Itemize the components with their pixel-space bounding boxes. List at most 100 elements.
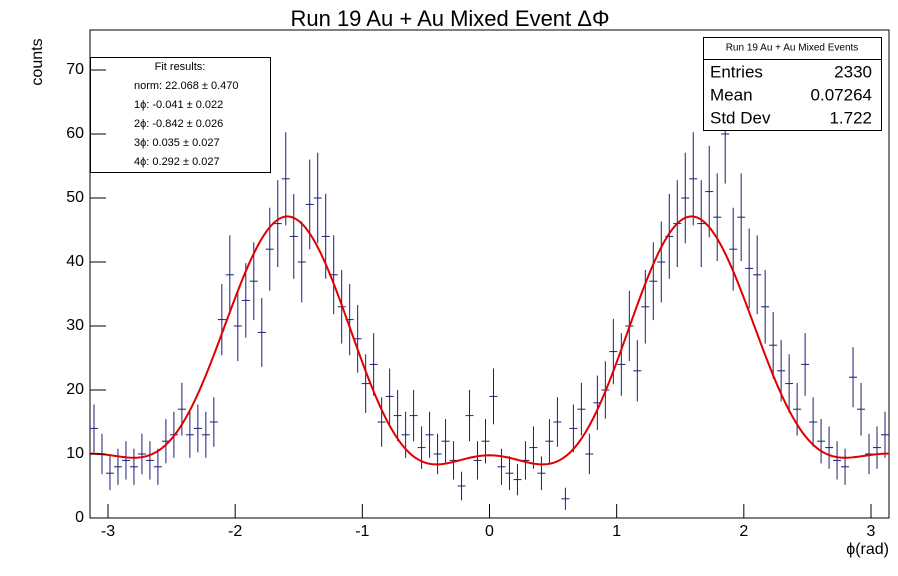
fit-box [90,57,271,173]
data-point [217,283,226,356]
x-tick-label: 3 [867,523,876,540]
data-point [785,354,794,413]
data-point [609,318,618,385]
data-point [705,145,714,238]
data-point [297,221,306,303]
data-point [801,333,810,396]
y-tick-label: 10 [66,445,84,462]
data-point [681,152,690,244]
data-point [825,426,834,469]
data-point [793,382,802,436]
data-point [745,228,754,309]
data-point [809,397,818,447]
data-point [289,193,298,279]
data-point [537,456,546,491]
fit-curve [90,215,889,466]
data-point [697,180,706,268]
y-axis-label: counts [29,38,46,85]
data-point [137,433,146,475]
data-point [90,404,98,453]
data-point [409,390,418,442]
data-point [689,132,698,226]
data-point [465,390,474,442]
x-tick-label: 2 [739,523,748,540]
data-point [473,441,482,480]
data-point [121,441,130,480]
data-point [881,411,889,458]
y-tick-label: 70 [66,61,84,78]
data-point [505,456,514,491]
data-point [209,397,218,447]
x-axis-label: ϕ(rad) [846,541,889,558]
stats-name: Entries [710,62,763,81]
data-point [657,221,666,303]
data-point [753,235,762,315]
data-point [713,173,722,262]
fit-param: 4ϕ: 0.292 ± 0.027 [134,156,220,168]
stats-name: Mean [710,85,753,104]
data-point [649,242,658,321]
data-point [385,368,394,425]
data-point [153,448,162,485]
x-tick-label: -1 [355,523,369,540]
data-point [377,397,386,447]
data-point [361,354,370,413]
data-point [369,333,378,396]
data-point [817,419,826,464]
fit-param: 1ϕ: -0.041 ± 0.022 [134,99,223,111]
data-point [761,270,770,344]
stats-value: 2330 [834,62,872,81]
data-point [857,382,866,436]
data-point [393,390,402,442]
data-point [849,347,858,408]
data-point [105,456,114,491]
y-tick-label: 20 [66,381,84,398]
data-point [225,235,234,315]
data-point [729,207,738,291]
data-point [585,433,594,475]
stats-box [703,37,882,131]
fit-param: norm: 22.068 ± 0.470 [134,80,239,92]
data-point [353,304,362,373]
data-point [529,426,538,469]
stats-title: Run 19 Au + Au Mixed Events [726,43,859,54]
plot-area [90,84,889,510]
data-point [425,411,434,458]
data-point [769,311,778,379]
data-point [737,173,746,262]
y-tick-label: 50 [66,189,84,206]
x-tick-label: 1 [612,523,621,540]
data-point [873,426,882,469]
y-tick-label: 40 [66,253,84,270]
data-point [617,333,626,396]
data-point [305,159,314,250]
data-point [193,404,202,453]
x-tick-label: -3 [101,523,115,540]
data-point [257,297,266,367]
x-tick-label: -2 [228,523,242,540]
data-point [481,419,490,464]
data-point [553,397,562,447]
data-point [265,207,274,291]
stats-value: 0.07264 [811,85,872,104]
chart-title: Run 19 Au + Au Mixed Event ΔΦ [290,6,609,31]
data-point [441,419,450,464]
data-point [457,471,466,501]
data-point [489,368,498,425]
data-point [513,463,522,496]
data-point [577,382,586,436]
data-point [841,448,850,485]
data-point [545,419,554,464]
data-point [241,263,250,338]
data-point [633,340,642,402]
data-point [313,152,322,244]
data-point [281,132,290,226]
data-point [201,411,210,458]
y-tick-label: 60 [66,125,84,142]
data-point [185,411,194,458]
data-point [833,441,842,480]
data-point [129,448,138,485]
stats-name: Std Dev [710,108,771,127]
data-point [561,487,570,510]
